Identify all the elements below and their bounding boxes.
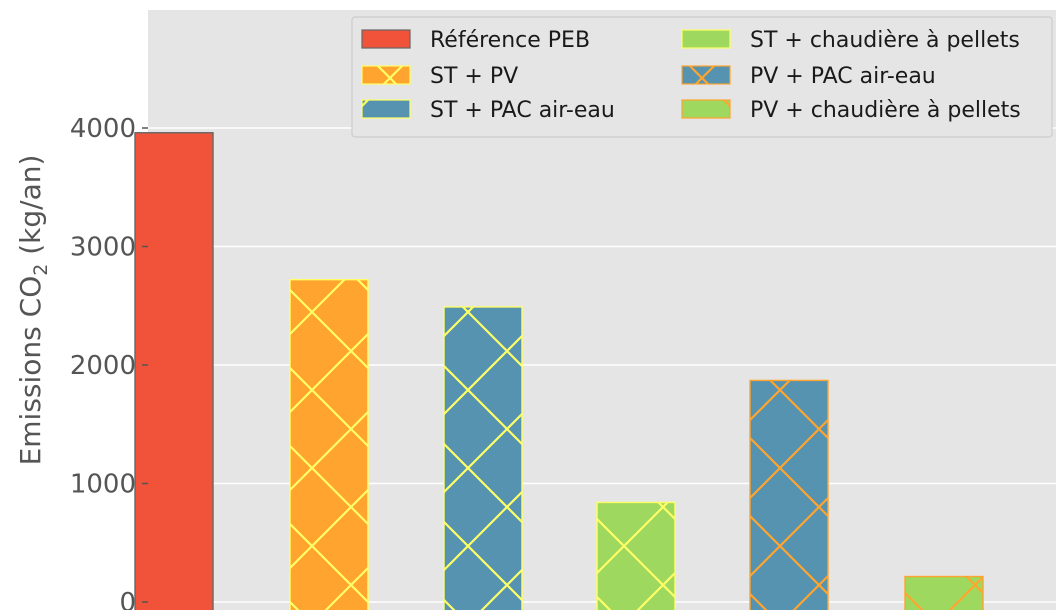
y-axis-label-subscript: 2 bbox=[30, 264, 52, 276]
bar-4 bbox=[596, 501, 676, 613]
y-axis-ticks: 0 1000 2000 3000 4000 bbox=[70, 114, 148, 614]
legend-swatch bbox=[361, 29, 411, 49]
bar-5 bbox=[749, 379, 829, 613]
bars bbox=[134, 132, 984, 613]
y-axis-label-unit: (kg/an) bbox=[14, 155, 47, 264]
legend-label: PV + PAC air-eau bbox=[750, 64, 936, 89]
y-axis-label: Emissions CO2 (kg/an) bbox=[14, 155, 52, 466]
legend-swatch bbox=[361, 99, 411, 119]
bar-3 bbox=[443, 306, 523, 613]
y-tick-label: 3000 bbox=[70, 233, 136, 263]
y-tick-label: 0 bbox=[119, 588, 136, 610]
legend-swatch bbox=[681, 65, 731, 85]
y-tick-label: 1000 bbox=[70, 470, 136, 500]
legend-swatch bbox=[681, 99, 731, 119]
bar-1 bbox=[134, 132, 214, 613]
legend-label: ST + PV bbox=[430, 64, 518, 89]
y-tick-label: 2000 bbox=[70, 351, 136, 381]
legend-swatch bbox=[361, 65, 411, 85]
bar-2 bbox=[289, 278, 369, 613]
legend: Référence PEB ST + PV ST + PAC air-eau ST +… bbox=[351, 16, 1053, 138]
legend-label: ST + chaudière à pellets bbox=[750, 28, 1020, 53]
legend-swatch bbox=[681, 29, 731, 49]
legend-label: ST + PAC air-eau bbox=[430, 98, 615, 123]
legend-label: PV + chaudière à pellets bbox=[750, 98, 1021, 123]
y-axis-label-main: Emissions CO bbox=[14, 276, 47, 466]
legend-label: Référence PEB bbox=[430, 28, 590, 53]
y-tick-label: 4000 bbox=[70, 114, 136, 144]
bar-6 bbox=[904, 575, 984, 613]
